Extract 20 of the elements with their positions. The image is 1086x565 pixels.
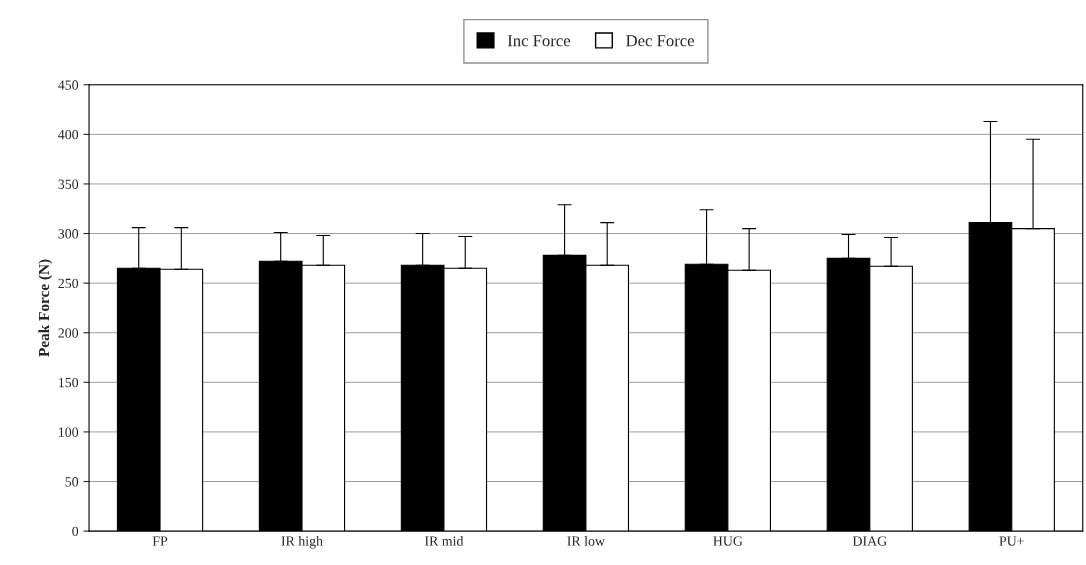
y-tick-label: 200 xyxy=(58,328,79,338)
y-tick-label: 250 xyxy=(58,278,79,289)
y-tick-label: 100 xyxy=(59,427,79,437)
y-tick-label: 450 xyxy=(58,80,79,90)
y-tick-label: 0 xyxy=(72,526,79,537)
y-axis-title: Peak Force (N) xyxy=(38,259,53,357)
x-tick-label: IR low xyxy=(567,535,605,546)
legend-label: Dec Force xyxy=(626,35,694,47)
legend-label: Inc Force xyxy=(507,35,571,47)
y-tick-label: 300 xyxy=(58,229,79,239)
x-tick-label: IR high xyxy=(281,535,323,549)
x-tick-label: FP xyxy=(152,536,168,546)
y-tick-label: 350 xyxy=(58,179,79,189)
y-tick-label: 400 xyxy=(58,129,79,140)
x-tick-label: HUG xyxy=(713,536,743,546)
y-tick-label: 150 xyxy=(59,377,79,388)
y-tick-label: 50 xyxy=(65,477,79,487)
x-tick-label: DIAG xyxy=(852,536,887,546)
x-tick-label: IR mid xyxy=(424,535,464,546)
x-tick-label: PU+ xyxy=(999,536,1024,546)
